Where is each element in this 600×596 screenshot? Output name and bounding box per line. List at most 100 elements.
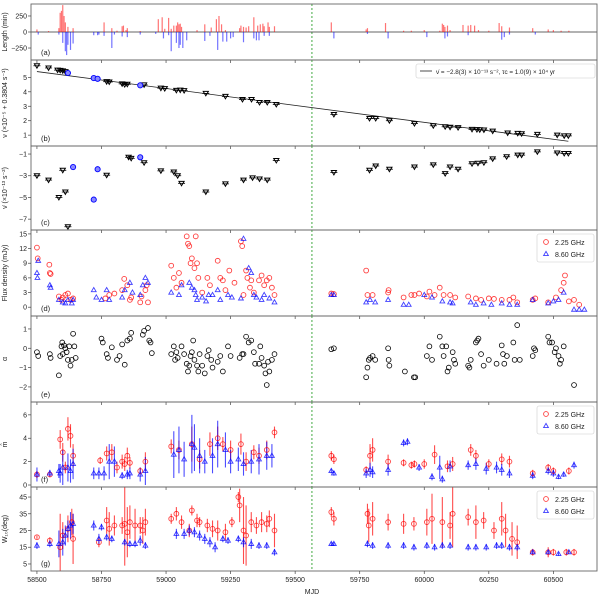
data-point-triangle (410, 543, 418, 550)
data-point (402, 368, 408, 375)
data-point-triangle (118, 293, 126, 300)
data-point (47, 355, 54, 361)
data-point-triangle (248, 269, 255, 276)
data-point (451, 357, 457, 363)
data-point-circle (227, 447, 234, 453)
data-point-triangle (180, 530, 188, 536)
y-tick-label: −3 (19, 173, 27, 180)
data-point (70, 330, 76, 337)
data-point-circle (46, 270, 53, 276)
panel-letter: (g) (41, 559, 51, 568)
data-point (220, 368, 226, 375)
data-point-circle (258, 272, 265, 279)
data-point-circle (204, 522, 211, 529)
data-point-circle (473, 452, 479, 459)
data-point-triangle (565, 548, 573, 555)
data-point-blue (94, 75, 101, 82)
y-tick-label: 0 (23, 305, 27, 312)
data-point-circle (485, 461, 492, 467)
plot-area (31, 4, 597, 60)
data-point (429, 357, 435, 363)
x-tick-label: 60000 (415, 577, 435, 584)
data-point-triangle (95, 535, 103, 541)
data-point-circle (195, 275, 202, 281)
data-point-circle (106, 525, 113, 532)
data-point (553, 345, 559, 352)
data-point-circle (96, 539, 102, 546)
data-point (227, 353, 234, 359)
data-point (248, 337, 255, 344)
data-point (328, 346, 335, 353)
data-point-triangle (168, 289, 175, 295)
panel-letter: (c) (41, 218, 50, 227)
data-point (109, 344, 115, 351)
data-point-blue (94, 166, 101, 173)
data-point (204, 353, 211, 359)
data-point (266, 368, 273, 375)
data-point-triangle (404, 438, 411, 444)
data-point (128, 330, 134, 336)
data-point-triangle (98, 523, 105, 530)
data-point-circle (168, 515, 175, 522)
data-point-triangle (560, 289, 567, 295)
data-point-circle (137, 468, 144, 474)
data-point-circle (34, 244, 40, 251)
data-point (147, 339, 154, 346)
data-point-circle (431, 451, 438, 458)
data-point-triangle (245, 264, 252, 271)
data-point (258, 355, 265, 361)
panel-g: 2.25 GHz 8.60 GHz 5 15 25 35 45 W₁₀(deg) (g) (2, 486, 598, 574)
y-axis-label: m̂ (1, 441, 9, 447)
data-point (439, 343, 446, 350)
data-point-circle (170, 275, 177, 281)
data-point-triangle (90, 521, 97, 528)
data-point (475, 335, 482, 342)
data-point-circle (247, 284, 253, 291)
data-point-triangle (439, 297, 446, 304)
data-point-circle (439, 519, 446, 525)
legend-label-8-60ghz: 8.60 GHz (555, 509, 585, 516)
data-point (443, 343, 450, 350)
data-point-triangle (542, 422, 550, 429)
data-point-triangle (211, 543, 219, 550)
data-point-triangle (545, 299, 552, 306)
data-point (424, 353, 430, 359)
data-point-triangle (415, 463, 423, 470)
data-point (486, 357, 492, 363)
data-point (214, 359, 221, 365)
data-point-triangle (439, 475, 446, 482)
data-point-circle (196, 519, 203, 525)
data-point-triangle (217, 296, 224, 302)
data-point (549, 339, 555, 346)
data-point-circle (47, 271, 54, 277)
data-point-triangle (196, 532, 203, 538)
data-point (560, 343, 567, 350)
data-point-triangle (400, 439, 407, 445)
data-point-triangle (248, 540, 255, 546)
data-point-circle (498, 515, 505, 522)
panel-a: −250 0 250 Length (min) (a) (2, 3, 598, 63)
data-point-circle (103, 450, 110, 457)
panel-letter: (a) (41, 48, 51, 57)
data-point (480, 362, 487, 369)
legend-label-8-60ghz: 8.60 GHz (555, 424, 585, 431)
data-point (59, 339, 66, 346)
data-point-circle (566, 298, 572, 305)
y-tick-label: −5 (19, 195, 27, 202)
data-point-circle (226, 267, 233, 274)
data-point (61, 342, 67, 349)
data-point-circle (545, 464, 552, 471)
data-point (205, 347, 212, 354)
data-point-circle (369, 447, 376, 453)
data-point-circle (400, 520, 407, 527)
data-point-circle (467, 447, 474, 453)
data-point-triangle (255, 542, 263, 548)
data-point-triangle (59, 463, 66, 470)
data-point-circle (196, 456, 203, 463)
data-point-circle (207, 282, 213, 289)
data-point-triangle (103, 533, 110, 540)
data-point-circle (543, 239, 549, 245)
legend-label-8-60ghz: 8.60 GHz (555, 252, 585, 259)
data-point (510, 339, 517, 346)
